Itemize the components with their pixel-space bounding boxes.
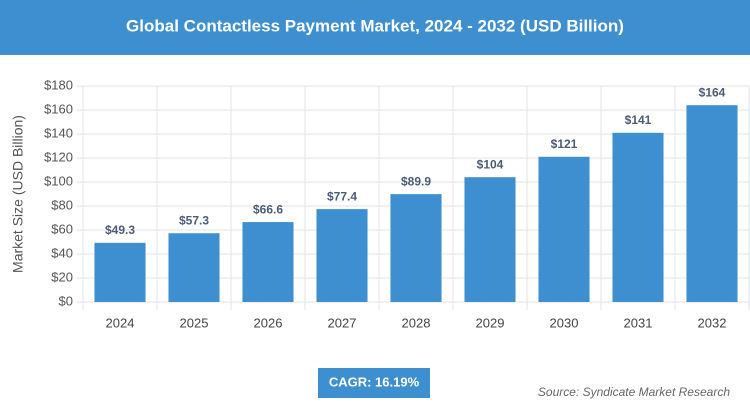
x-tick-label: 2031 (624, 315, 653, 330)
bar (538, 156, 590, 302)
y-tick-label: $20 (51, 269, 73, 284)
value-label: $77.4 (327, 189, 357, 203)
y-tick-label: $80 (51, 197, 73, 212)
x-tick-label: 2030 (550, 315, 579, 330)
value-label: $66.6 (253, 202, 283, 216)
value-label: $141 (625, 113, 652, 127)
y-tick-label: $120 (44, 149, 73, 164)
x-tick-label: 2028 (402, 315, 431, 330)
value-label: $164 (699, 85, 726, 99)
bar (612, 132, 664, 302)
value-label: $57.3 (179, 213, 209, 227)
y-tick-label: $180 (44, 77, 73, 92)
x-tick-label: 2027 (328, 315, 357, 330)
y-tick-label: $140 (44, 125, 73, 140)
bar (168, 233, 220, 302)
bar (242, 222, 294, 302)
x-tick-label: 2024 (106, 315, 135, 330)
chart-title: Global Contactless Payment Market, 2024 … (126, 16, 624, 35)
value-label: $121 (551, 137, 578, 151)
y-tick-label: $0 (59, 293, 73, 308)
value-label: $89.9 (401, 174, 431, 188)
value-label: $49.3 (105, 223, 135, 237)
bar (686, 105, 738, 302)
value-label: $104 (477, 157, 504, 171)
y-tick-label: $100 (44, 173, 73, 188)
x-tick-label: 2032 (698, 315, 727, 330)
y-axis-label: Market Size (USD Billion) (10, 115, 26, 273)
cagr-box (318, 368, 430, 398)
y-tick-label: $40 (51, 245, 73, 260)
x-tick-label: 2026 (254, 315, 283, 330)
y-tick-label: $160 (44, 101, 73, 116)
title-banner (0, 0, 750, 55)
bar (390, 194, 442, 302)
bar (316, 209, 368, 302)
bar (464, 177, 516, 302)
cagr-label: CAGR: 16.19% (329, 374, 420, 389)
bar (94, 242, 146, 302)
source-note: Source: Syndicate Market Research (538, 385, 730, 399)
x-tick-label: 2025 (180, 315, 209, 330)
x-tick-label: 2029 (476, 315, 505, 330)
y-tick-label: $60 (51, 221, 73, 236)
